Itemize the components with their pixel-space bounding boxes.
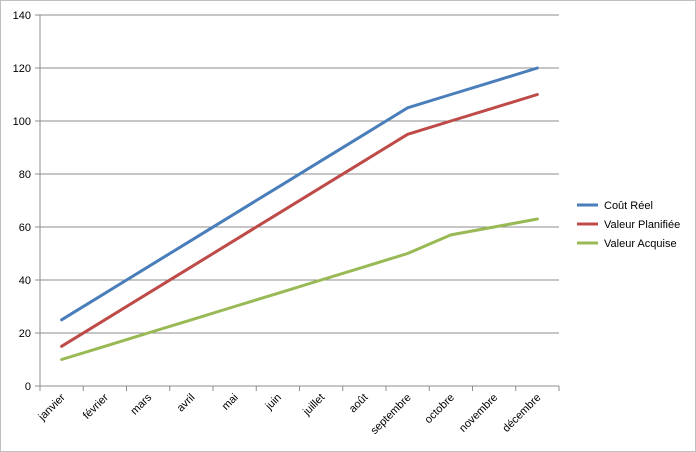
x-tick-label: novembre — [457, 392, 500, 435]
x-tick-label: janvier — [36, 391, 68, 423]
x-axis-tick-labels: janvier février mars avril mai juin juillet aoû… — [36, 391, 544, 437]
axes — [35, 14, 560, 391]
x-tick-label: septembre — [369, 392, 414, 437]
y-tick-label: 100 — [13, 116, 31, 128]
series-line-2 — [60, 93, 539, 348]
x-tick-label: février — [81, 391, 111, 421]
legend-label: Coût Réel — [604, 200, 653, 212]
x-tick-label: octobre — [423, 392, 457, 426]
series-lines — [60, 66, 539, 361]
y-tick-label: 60 — [19, 222, 31, 234]
y-tick-label: 20 — [19, 328, 31, 340]
y-tick-label: 80 — [19, 169, 31, 181]
legend: Coût Réel Valeur Planifiée Valeur Acquise — [577, 200, 680, 250]
x-tick-label: mai — [220, 392, 241, 413]
x-tick-label: avril — [175, 392, 198, 415]
y-axis-tick-labels: 0 20 40 60 80 100 120 140 — [13, 10, 31, 393]
y-tick-label: 0 — [25, 381, 31, 393]
y-tick-label: 120 — [13, 63, 31, 75]
legend-label: Valeur Acquise — [604, 238, 677, 250]
x-tick-label: décembre — [500, 392, 543, 435]
x-tick-label: juin — [263, 392, 284, 413]
series-line-3 — [60, 217, 539, 361]
legend-label: Valeur Planifiée — [604, 219, 680, 231]
x-tick-label: août — [347, 392, 371, 416]
x-tick-label: juillet — [300, 392, 327, 419]
x-tick-label: mars — [128, 391, 154, 417]
series-line-1 — [60, 66, 539, 322]
y-tick-label: 40 — [19, 275, 31, 287]
y-tick-label: 140 — [13, 10, 31, 22]
